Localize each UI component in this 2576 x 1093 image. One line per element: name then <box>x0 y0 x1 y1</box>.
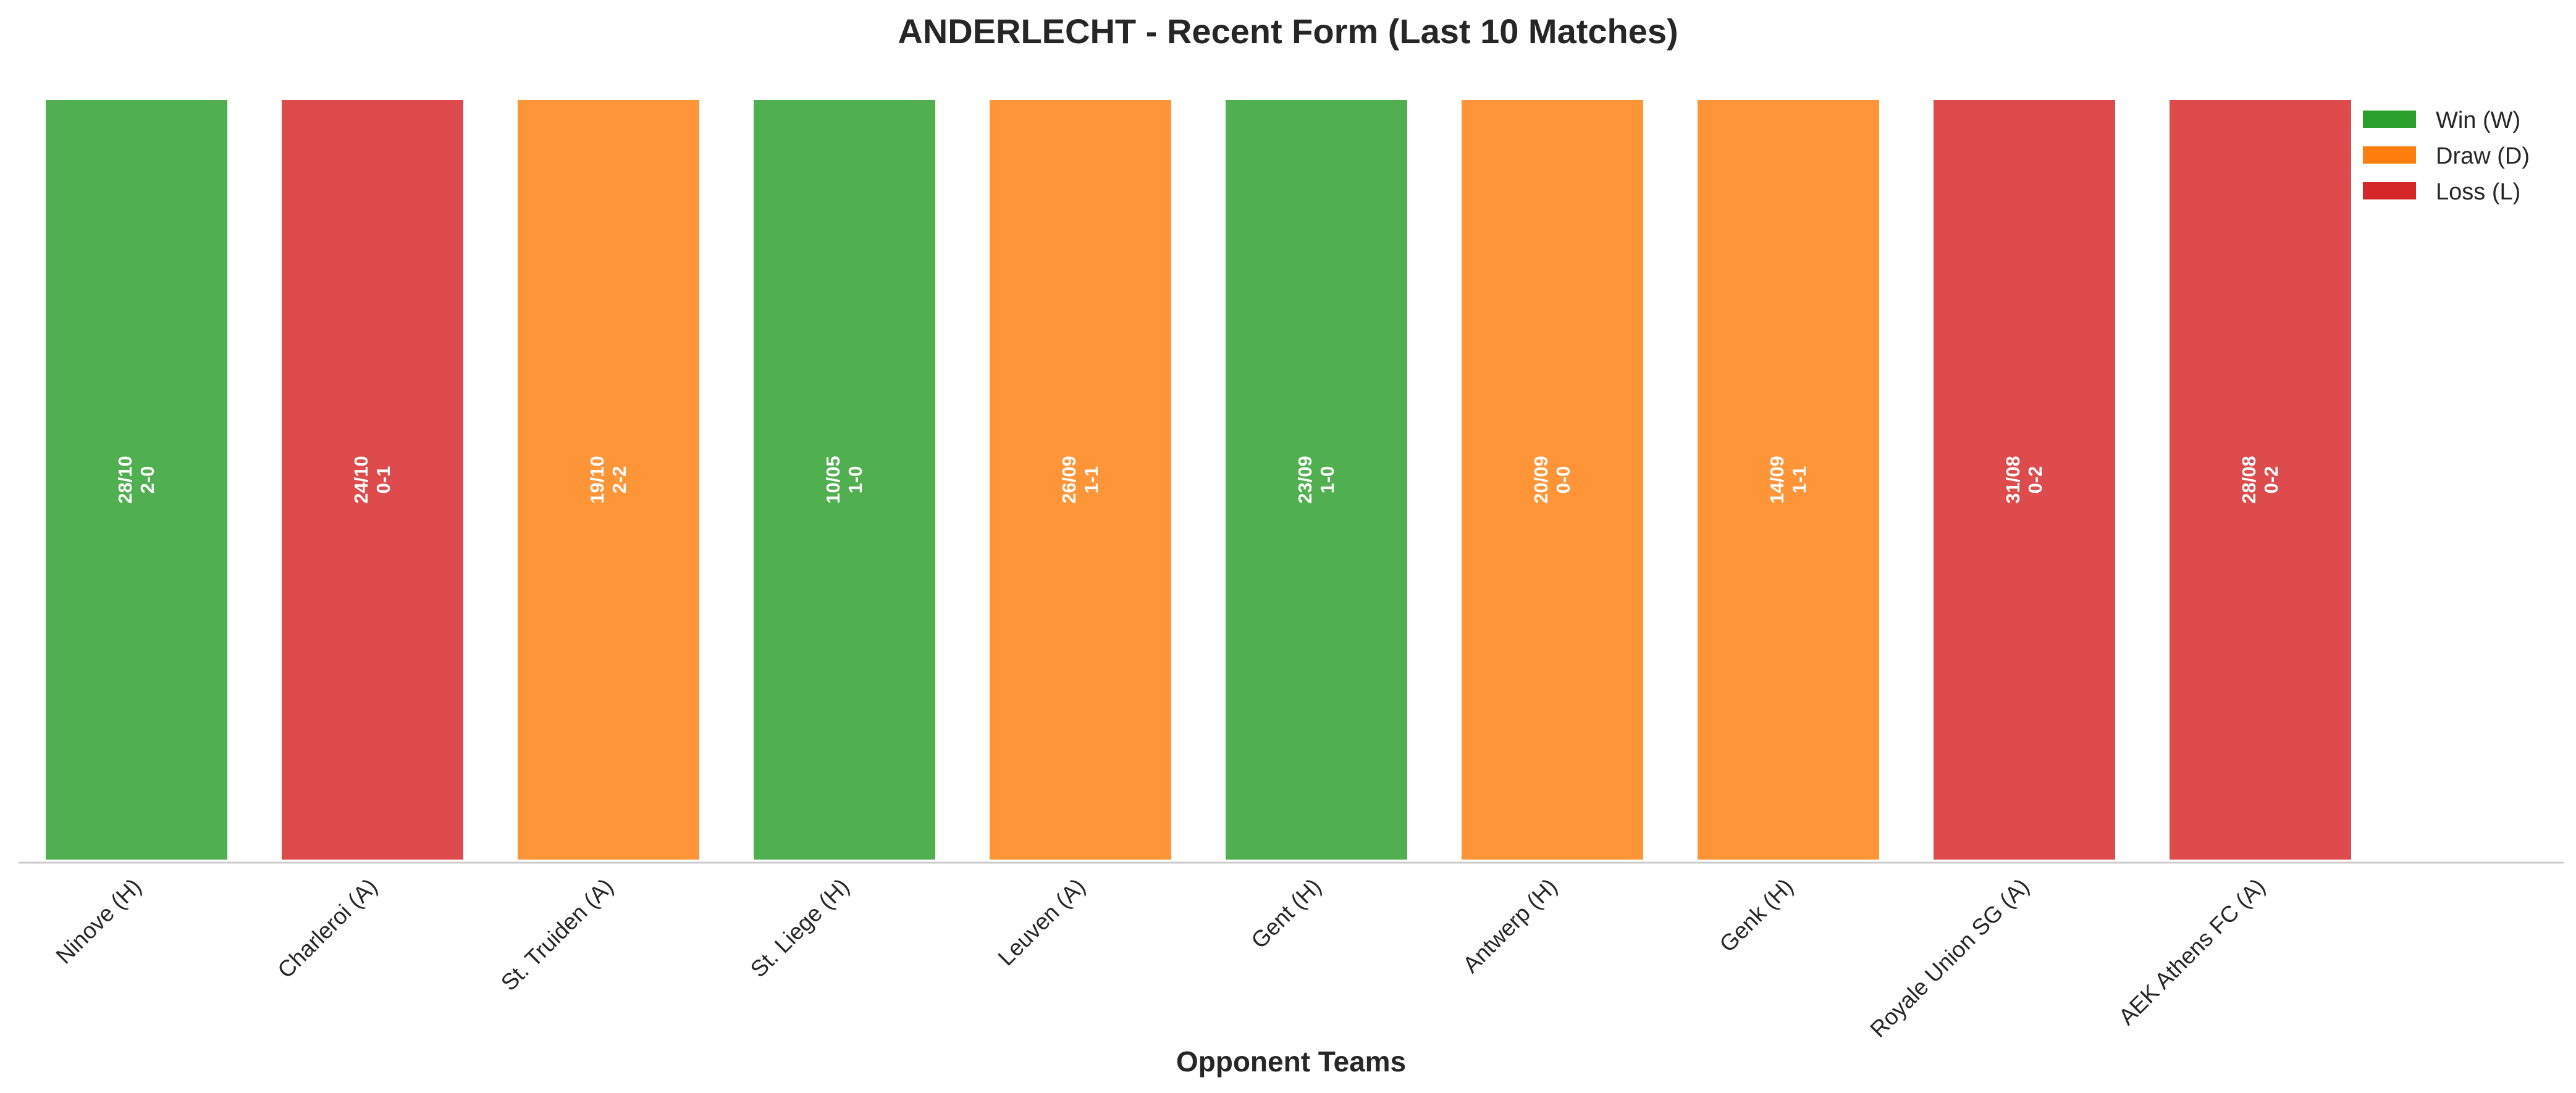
chart-title: ANDERLECHT - Recent Form (Last 10 Matche… <box>898 12 1678 51</box>
bar-labels-group: 28/102-0 24/100-1 19/102-2 10/051-0 26/091-1… <box>114 456 2282 504</box>
bar-score: 0-0 <box>1552 466 1574 494</box>
x-tick-label-10: AEK Athens FC (A) <box>2114 874 2270 1030</box>
bar-5 <box>987 98 1174 862</box>
legend-label-l: Loss (L) <box>2436 179 2520 205</box>
x-tick-label-3: St. Truiden (A) <box>496 874 618 996</box>
bars-group <box>43 98 2354 862</box>
legend: Win (W) Draw (D) Loss (L) <box>2363 107 2530 205</box>
bar-score: 2-2 <box>608 466 630 494</box>
bar-label-4: 10/051-0 <box>822 456 866 504</box>
bar-7 <box>1459 98 1646 862</box>
x-tick-label-9: Royale Union SG (A) <box>1865 874 2034 1042</box>
bar-2 <box>279 98 466 862</box>
bar-9 <box>1931 98 2118 862</box>
bar-date: 10/05 <box>822 456 844 504</box>
bar-score: 1-0 <box>1316 466 1338 494</box>
bar-10 <box>2167 98 2354 862</box>
x-tick-label-8: Genk (H) <box>1715 874 1798 957</box>
bar-date: 19/10 <box>586 456 608 504</box>
bar-date: 24/10 <box>350 456 372 504</box>
bar-3 <box>515 98 702 862</box>
bar-label-8: 14/091-1 <box>1766 456 1810 504</box>
bar-score: 1-0 <box>844 466 866 494</box>
bar-date: 23/09 <box>1294 456 1316 504</box>
bar-label-5: 26/091-1 <box>1058 456 1102 504</box>
bar-4 <box>751 98 938 862</box>
bar-label-1: 28/102-0 <box>114 456 158 504</box>
bar-label-7: 20/090-0 <box>1530 456 1574 504</box>
x-tick-label-4: St. Liege (H) <box>746 874 854 982</box>
x-tick-labels: Ninove (H) Charleroi (A) St. Truiden (A) St… <box>51 874 2270 1042</box>
x-tick-label-1: Ninove (H) <box>51 874 146 969</box>
bar-score: 0-2 <box>2260 466 2282 494</box>
bar-date: 28/10 <box>114 456 136 504</box>
bar-date: 26/09 <box>1058 456 1080 504</box>
legend-swatch-l <box>2363 182 2416 199</box>
legend-swatch-w <box>2363 111 2416 128</box>
x-tick-label-6: Gent (H) <box>1246 874 1326 953</box>
bar-6 <box>1223 98 1410 862</box>
bar-score: 2-0 <box>137 466 158 494</box>
x-axis-label: Opponent Teams <box>1176 1045 1406 1078</box>
x-tick-label-2: Charleroi (A) <box>272 874 382 983</box>
legend-swatch-d <box>2363 146 2416 164</box>
bar-date: 20/09 <box>1530 456 1552 504</box>
bar-label-3: 19/102-2 <box>586 456 630 504</box>
x-tick-label-5: Leuven (A) <box>993 874 1090 971</box>
x-tick-label-7: Antwerp (H) <box>1458 874 1562 978</box>
bar-label-10: 28/080-2 <box>2238 456 2282 504</box>
bar-1 <box>43 98 230 862</box>
bar-date: 14/09 <box>1766 456 1788 504</box>
bar-score: 1-1 <box>1080 466 1102 494</box>
bar-score: 1-1 <box>1788 466 1810 494</box>
bar-score: 0-2 <box>2024 466 2046 494</box>
legend-label-d: Draw (D) <box>2436 143 2530 169</box>
bar-date: 31/08 <box>2002 456 2024 504</box>
bar-label-6: 23/091-0 <box>1294 456 1338 504</box>
bar-label-2: 24/100-1 <box>350 456 394 504</box>
bar-label-9: 31/080-2 <box>2002 456 2046 504</box>
legend-label-w: Win (W) <box>2436 107 2520 133</box>
bar-date: 28/08 <box>2238 456 2260 504</box>
bar-8 <box>1695 98 1882 862</box>
bar-score: 0-1 <box>373 466 394 494</box>
